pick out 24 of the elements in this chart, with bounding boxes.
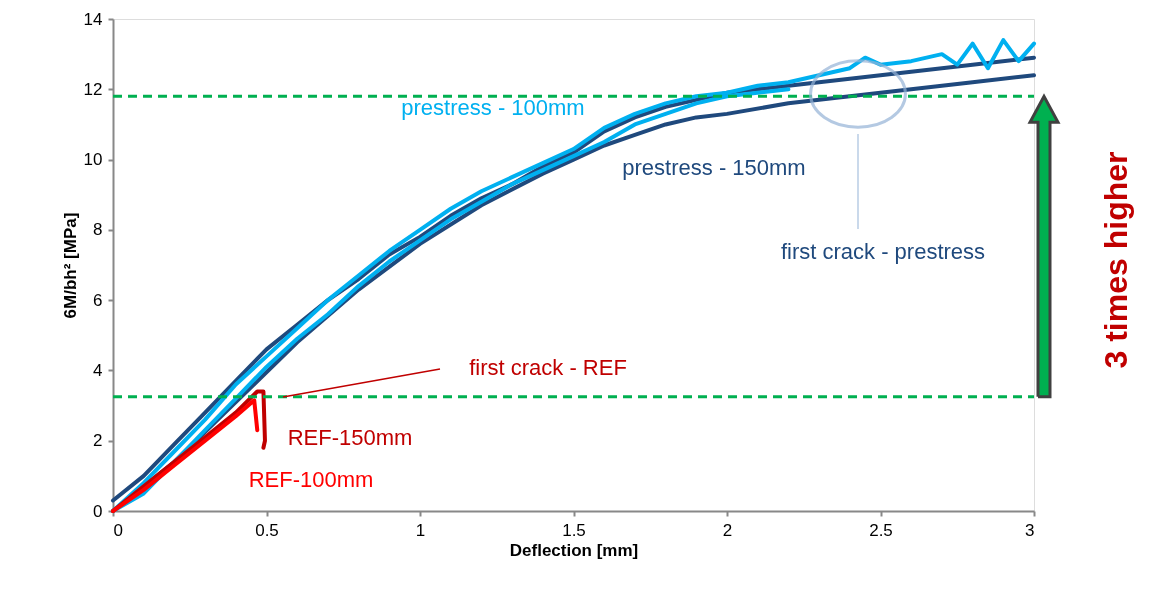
x-tick-label: 0.5: [255, 520, 279, 540]
y-axis-title: 6M/bh² [MPa]: [60, 212, 80, 319]
annotation: first crack - prestress: [780, 239, 986, 264]
x-tick-label: 1: [415, 520, 426, 540]
y-tick-label: 2: [93, 431, 103, 451]
x-tick-label: 3: [1025, 520, 1035, 540]
series-label: prestress - 100mm: [401, 95, 585, 120]
x-tick-label: 2.5: [869, 520, 893, 540]
y-tick-label: 6: [93, 290, 103, 310]
text: 3 times higher: [1098, 151, 1134, 369]
y-tick-label: 10: [83, 150, 103, 170]
series-label: REF-150mm: [287, 425, 413, 450]
series-label: prestress - 150mm: [622, 155, 806, 180]
y-tick-label: 14: [83, 9, 103, 29]
annotation: first crack - REF: [469, 355, 627, 380]
series-label: REF-100mm: [248, 467, 374, 492]
y-tick-label: 4: [93, 360, 103, 380]
y-tick-label: 8: [93, 220, 103, 240]
y-tick-label: 12: [83, 79, 103, 99]
x-tick-label: 0: [113, 520, 123, 540]
x-tick-label: 1.5: [562, 520, 586, 540]
x-tick-label: 2: [722, 520, 733, 540]
x-axis-title: Deflection [mm]: [509, 540, 639, 560]
y-tick-label: 0: [93, 501, 103, 521]
